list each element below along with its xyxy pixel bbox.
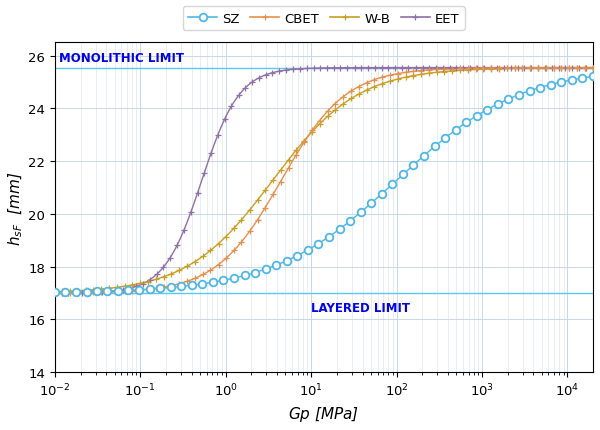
X-axis label: $Gp$ [MPa]: $Gp$ [MPa] [289, 404, 359, 423]
Legend: SZ, CBET, W-B, EET: SZ, CBET, W-B, EET [183, 7, 465, 31]
Text: MONOLITHIC LIMIT: MONOLITHIC LIMIT [59, 52, 184, 65]
Y-axis label: $h_{sF}$  [mm]: $h_{sF}$ [mm] [7, 171, 25, 245]
Text: LAYERED LIMIT: LAYERED LIMIT [311, 301, 410, 314]
